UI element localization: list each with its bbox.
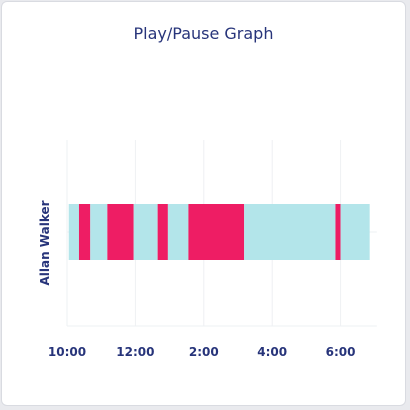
x-tick-label: 2:00 xyxy=(189,345,219,359)
x-tick-label: 10:00 xyxy=(48,345,86,359)
x-tick-label: 12:00 xyxy=(116,345,154,359)
play-segment[interactable] xyxy=(340,204,370,260)
pause-segment[interactable] xyxy=(157,204,168,260)
bar-layer xyxy=(68,204,370,260)
play-segment[interactable] xyxy=(167,204,189,260)
play-segment[interactable] xyxy=(90,204,108,260)
pause-segment[interactable] xyxy=(107,204,134,260)
y-axis-label: Allan Walker xyxy=(38,200,52,285)
pause-segment[interactable] xyxy=(78,204,91,260)
play-segment[interactable] xyxy=(68,204,79,260)
x-tick-label: 4:00 xyxy=(257,345,287,359)
pause-segment[interactable] xyxy=(335,204,341,260)
play-segment[interactable] xyxy=(244,204,336,260)
x-tick-label: 6:00 xyxy=(326,345,356,359)
x-axis-ticks: 10:00 12:00 2:00 4:00 6:00 xyxy=(48,345,356,359)
play-segment[interactable] xyxy=(133,204,158,260)
chart-title: Play/Pause Graph xyxy=(133,24,274,43)
pause-segment[interactable] xyxy=(188,204,245,260)
